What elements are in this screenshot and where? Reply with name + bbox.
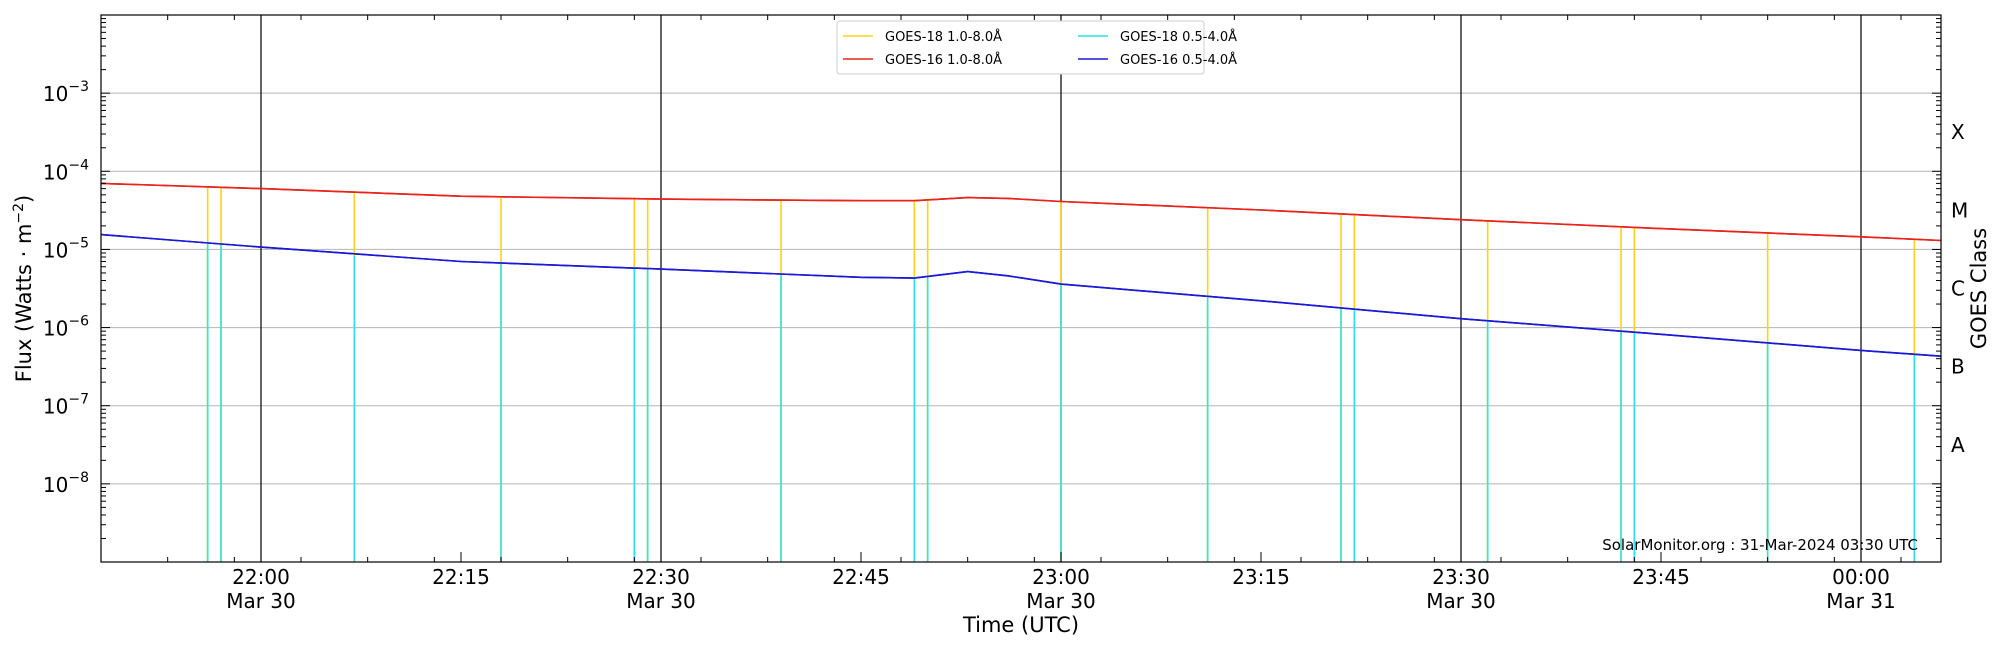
legend: GOES-18 1.0-8.0Å GOES-16 1.0-8.0Å GOES-18 …: [836, 20, 1237, 75]
goes-class-label: B: [1951, 355, 1965, 379]
x-tick-label: 23:30: [1432, 565, 1490, 589]
series-line: [100, 233, 1942, 357]
x-tick-label: 22:15: [432, 565, 490, 589]
x-tick-label: 22:00: [232, 565, 290, 589]
series-line: [100, 233, 1942, 357]
x-tick-date-label: Mar 31: [1826, 589, 1896, 613]
y-tick-label: 10−4: [43, 157, 89, 184]
goes-class-label: C: [1951, 277, 1965, 301]
series-line: [100, 182, 1942, 242]
credit-text: SolarMonitor.org : 31-Mar-2024 03:30 UTC: [1602, 536, 1918, 554]
x-tick-label: 22:45: [832, 565, 890, 589]
x-tick-label: 22:30: [632, 565, 690, 589]
goes-class-label: A: [1951, 433, 1965, 457]
plot-frame: [100, 14, 1942, 563]
y-tick-label: 10−6: [43, 314, 89, 341]
goes-class-label: M: [1951, 198, 1968, 222]
x-tick-date-label: Mar 30: [626, 589, 696, 613]
goes-class-label: X: [1951, 120, 1965, 144]
y-tick-label: 10−5: [43, 235, 89, 262]
y-tick-label: 10−7: [43, 392, 89, 419]
y-axis-title: Flux (Watts · m−2): [11, 195, 36, 383]
x-tick-date-label: Mar 30: [226, 589, 296, 613]
x-tick-label: 23:00: [1032, 565, 1090, 589]
x-tick-date-label: Mar 30: [1026, 589, 1096, 613]
x-tick-label: 23:15: [1232, 565, 1290, 589]
x-axis-title: Time (UTC): [962, 613, 1079, 637]
y-tick-label: 10−3: [43, 79, 89, 106]
grid-layer: [101, 14, 1941, 563]
legend-label: GOES-16 0.5-4.0Å: [1120, 52, 1237, 68]
x-tick-date-label: Mar 30: [1426, 589, 1496, 613]
legend-label: GOES-18 1.0-8.0Å: [885, 29, 1002, 45]
legend-label: GOES-16 1.0-8.0Å: [885, 52, 1002, 68]
y-tick-label: 10−8: [43, 470, 89, 497]
series-layer: [100, 182, 1942, 562]
x-tick-label: 00:00: [1832, 565, 1890, 589]
x-tick-label: 23:45: [1632, 565, 1690, 589]
legend-box: [836, 20, 1205, 75]
legend-label: GOES-18 0.5-4.0Å: [1120, 29, 1237, 45]
goes-class-axis-title: GOES Class: [1967, 228, 1991, 349]
series-line: [100, 182, 1942, 242]
